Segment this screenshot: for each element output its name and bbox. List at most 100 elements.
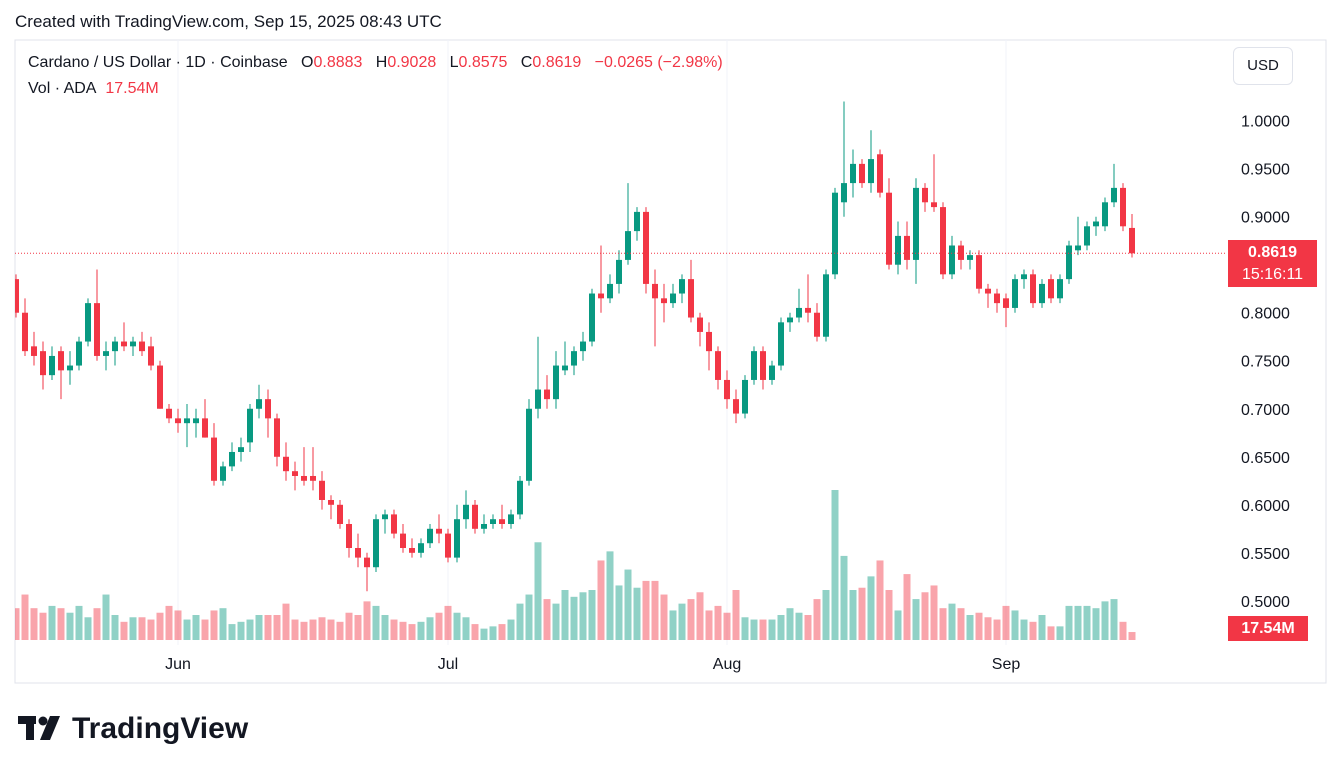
ohlc-value: 0.8883: [313, 54, 363, 71]
volume-bar: [192, 615, 200, 640]
candle-body: [121, 341, 127, 347]
candle-body: [886, 192, 892, 265]
volume-bar: [102, 594, 110, 640]
candle-body: [445, 533, 451, 558]
candle-body: [913, 187, 919, 260]
volume-bar: [300, 621, 308, 640]
candle-body: [1012, 279, 1018, 308]
candle-body: [238, 447, 244, 452]
volume-bar: [201, 619, 209, 640]
candle-body: [1075, 245, 1081, 251]
price-tag: 0.8619 15:16:11: [1228, 240, 1317, 287]
candle-body: [346, 524, 352, 549]
candle-body: [697, 317, 703, 332]
candle-body: [49, 355, 55, 376]
volume-bar: [750, 619, 758, 640]
candle-body: [409, 548, 415, 553]
volume-bar: [597, 560, 605, 640]
candle-body: [814, 312, 820, 337]
candle-body: [580, 341, 586, 352]
volume-bar: [804, 615, 812, 640]
candle-body: [499, 519, 505, 524]
candle-body: [1039, 283, 1045, 304]
volume-bar: [30, 608, 38, 640]
volume-bar: [336, 621, 344, 640]
candle-body: [1057, 279, 1063, 299]
candle-body: [391, 514, 397, 534]
candle-body: [508, 514, 514, 524]
candle-body: [463, 504, 469, 520]
candle-body: [985, 288, 991, 294]
candle-body: [562, 365, 568, 371]
candle-body: [1093, 221, 1099, 227]
symbol-title: Cardano / US Dollar · 1D · Coinbase: [28, 54, 288, 71]
candle-body: [517, 480, 523, 515]
volume-bar: [381, 615, 389, 640]
candle-body: [940, 207, 946, 275]
volume-bar: [822, 590, 830, 640]
volume-bar: [660, 594, 668, 640]
candle-body: [454, 519, 460, 558]
volume-bar: [408, 624, 416, 640]
volume-bar: [363, 601, 371, 640]
volume-bar: [228, 624, 236, 640]
currency-button[interactable]: USD: [1233, 47, 1293, 85]
last-price: 0.8619: [1248, 244, 1297, 261]
candle-body: [625, 231, 631, 260]
volume-bar: [894, 610, 902, 640]
volume-bar: [561, 590, 569, 640]
volume-bar: [219, 608, 227, 640]
volume-bar: [579, 592, 587, 640]
volume-bar: [786, 608, 794, 640]
ohlc-label: O: [301, 54, 314, 71]
volume-bar: [813, 599, 821, 640]
volume-bar: [723, 612, 731, 640]
volume-bar: [147, 619, 155, 640]
volume-bar: [696, 592, 704, 640]
volume-bar: [1074, 605, 1082, 640]
volume-bar: [1047, 626, 1055, 640]
volume-bar: [975, 612, 983, 640]
candle-body: [859, 163, 865, 184]
candle-body: [139, 341, 145, 352]
volume-bar: [273, 615, 281, 640]
candle-body: [112, 341, 118, 352]
candle-body: [616, 259, 622, 284]
volume-bar: [525, 594, 533, 640]
candle-body: [742, 379, 748, 414]
volume-bar: [372, 605, 380, 640]
volume-bar: [1056, 626, 1064, 640]
candle-body: [1102, 202, 1108, 227]
volume-value: 17.54M: [105, 80, 159, 97]
candle-body: [76, 341, 82, 366]
volume-bar: [1038, 615, 1046, 640]
candle-body: [166, 408, 172, 419]
candle-body: [832, 192, 838, 275]
candle-body: [211, 437, 217, 481]
candle-body: [922, 187, 928, 203]
volume-bar: [57, 608, 65, 640]
candle-body: [328, 499, 334, 505]
candle-body: [418, 543, 424, 553]
volume-bar: [183, 619, 191, 640]
candle-body: [103, 351, 109, 356]
candle-body: [427, 528, 433, 544]
candle-body: [607, 283, 613, 299]
candle-body: [67, 365, 73, 371]
candle-body: [229, 451, 235, 467]
candle-body: [1084, 226, 1090, 246]
candle-body: [436, 528, 442, 534]
volume-bar: [948, 603, 956, 640]
candle-body: [202, 418, 208, 438]
candle-body: [715, 351, 721, 380]
candle-body: [256, 399, 262, 409]
volume-bar: [426, 617, 434, 640]
volume-bar: [966, 615, 974, 640]
volume-bar: [345, 612, 353, 640]
volume-bar: [48, 605, 56, 640]
candle-body: [1048, 279, 1054, 299]
volume-bar: [543, 599, 551, 640]
volume-bar: [1020, 619, 1028, 640]
candle-body: [94, 303, 100, 356]
